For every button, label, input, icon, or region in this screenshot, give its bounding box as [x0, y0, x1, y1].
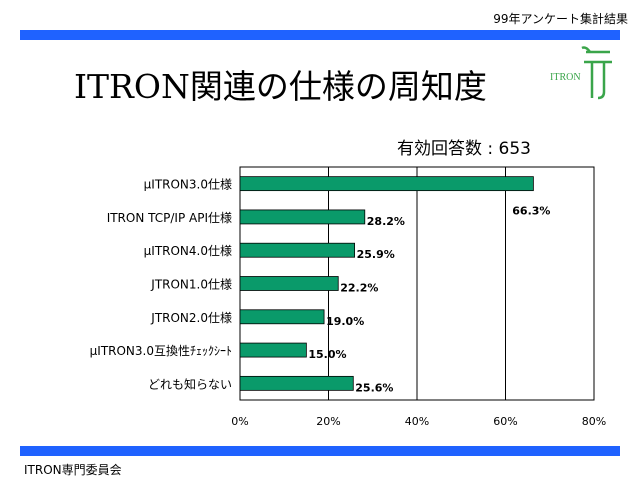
data-label: 28.2% [367, 215, 405, 228]
bar [239, 242, 356, 258]
tick-label: 20% [316, 415, 340, 428]
bar [239, 342, 307, 358]
logo-text: ITRON [550, 72, 581, 83]
data-label: 22.2% [340, 282, 378, 295]
data-label: 25.9% [357, 248, 395, 261]
bottom-divider-band [20, 446, 620, 456]
category-label: ITRON TCP/IP API仕様 [107, 211, 232, 225]
data-label: 25.6% [355, 381, 393, 394]
bar [239, 276, 339, 291]
survey-label: 99年アンケート集計結果 [493, 12, 628, 26]
top-divider-band [20, 30, 620, 40]
tick-label: 80% [582, 415, 606, 428]
page-title: ITRON関連の仕様の周知度 [74, 67, 487, 106]
category-label: μITRON3.0仕様 [144, 178, 232, 192]
data-label: 19.0% [326, 315, 364, 328]
category-label: μITRON3.0互換性ﾁｪｯｸｼｰﾄ [90, 344, 232, 358]
category-label: μITRON4.0仕様 [144, 244, 232, 258]
bar [239, 176, 534, 192]
tick-label: 40% [405, 415, 429, 428]
category-label: どれも知らない [148, 377, 232, 391]
data-label: 66.3% [512, 205, 550, 218]
bar [239, 309, 325, 325]
bar [239, 209, 366, 225]
tick-label: 0% [231, 415, 248, 428]
logo-mark-icon [581, 46, 612, 100]
category-label: JTRON1.0仕様 [150, 278, 232, 292]
tick-label: 60% [493, 415, 517, 428]
respondent-count: 有効回答数 : 653 [397, 139, 531, 159]
itron-logo: ITRON [550, 46, 612, 100]
bar [239, 375, 354, 391]
data-label: 15.0% [308, 348, 346, 361]
footer-text: ITRON専門委員会 [24, 463, 122, 477]
category-label: JTRON2.0仕様 [150, 311, 232, 325]
